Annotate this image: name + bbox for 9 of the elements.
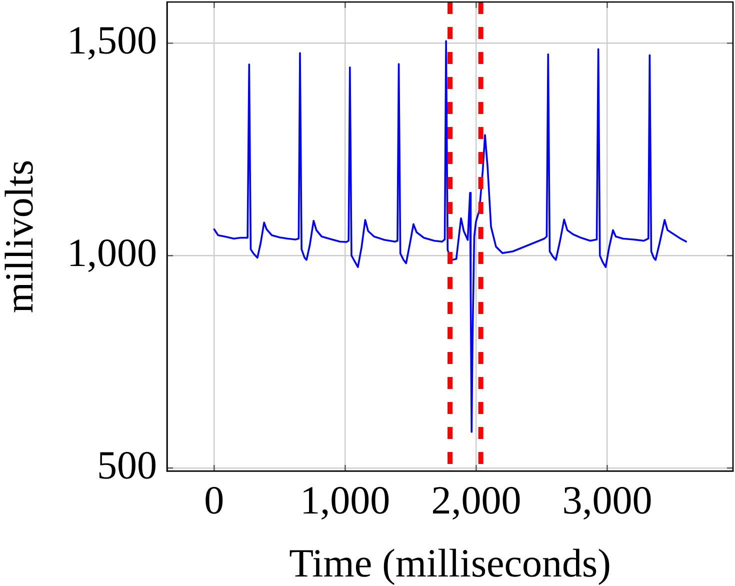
y-axis-title: millivolts: [0, 160, 42, 314]
x-axis-title: Time (milliseconds): [289, 540, 611, 586]
y-tick-label: 500: [97, 442, 157, 488]
y-tick-label: 1,000: [67, 230, 157, 276]
x-tick-label: 2,000: [431, 478, 522, 522]
x-tick-label: 3,000: [562, 478, 652, 522]
y-tick-label: 1,500: [67, 18, 157, 63]
x-tick-label: 0: [204, 478, 224, 522]
x-tick-label: 1,000: [300, 478, 390, 522]
